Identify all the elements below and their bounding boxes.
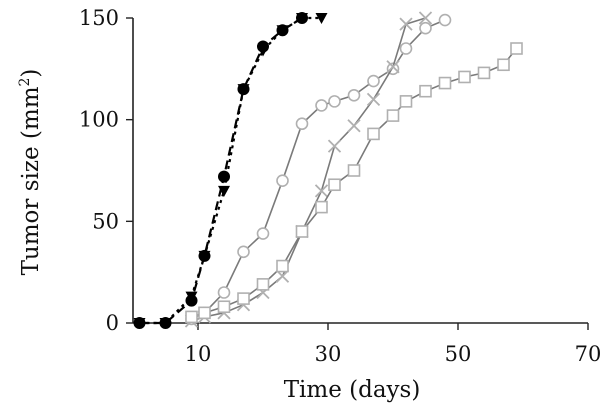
data-point xyxy=(458,70,471,84)
data-point xyxy=(315,99,328,112)
series-line xyxy=(191,19,446,320)
x-ticks: 10 30 50 70 xyxy=(185,323,600,366)
data-point xyxy=(418,11,433,25)
series-open-square xyxy=(185,42,523,324)
data-point xyxy=(256,227,270,240)
data-point xyxy=(399,17,413,31)
data-point xyxy=(237,245,250,259)
data-point xyxy=(477,66,491,80)
data-point xyxy=(367,127,380,141)
data-point xyxy=(367,74,380,88)
y-ticks: 0 50 100 150 xyxy=(79,6,133,335)
series-filled-triangle-down xyxy=(133,13,328,329)
data-point xyxy=(237,84,250,96)
data-point xyxy=(419,21,432,35)
data-point xyxy=(276,174,289,187)
y-axis-title-superscript: 2 xyxy=(17,78,33,87)
data-point xyxy=(347,164,361,177)
x-tick-label: 70 xyxy=(575,342,600,366)
series-line xyxy=(139,16,322,325)
data-point xyxy=(438,13,452,27)
data-point xyxy=(386,60,400,74)
data-point xyxy=(366,92,381,106)
data-point xyxy=(347,88,361,102)
data-point xyxy=(185,291,198,303)
series-line xyxy=(139,17,303,325)
data-point xyxy=(295,117,309,131)
data-point xyxy=(133,318,146,329)
data-point xyxy=(257,45,269,57)
data-point xyxy=(237,292,250,305)
data-point xyxy=(217,286,231,299)
data-point xyxy=(217,300,231,314)
data-point xyxy=(218,185,230,197)
y-axis-title: Tumor size (mm2) xyxy=(17,69,44,276)
series-cross xyxy=(184,11,433,328)
x-axis-title: Time (days) xyxy=(284,377,421,403)
data-point xyxy=(296,13,308,24)
x-tick-label: 10 xyxy=(185,342,212,366)
y-tick-label: 0 xyxy=(106,311,119,335)
data-point xyxy=(315,13,328,24)
series-filled-circle xyxy=(133,12,308,329)
data-point xyxy=(314,184,329,198)
data-point xyxy=(399,42,413,55)
data-point xyxy=(327,139,342,153)
data-point xyxy=(295,225,309,238)
data-point xyxy=(328,178,341,192)
data-point xyxy=(198,306,211,320)
data-point xyxy=(198,250,211,262)
data-point xyxy=(328,95,341,108)
data-point xyxy=(438,76,452,90)
data-point xyxy=(510,42,523,55)
data-point xyxy=(256,278,270,291)
axes xyxy=(132,18,588,324)
data-point xyxy=(185,310,198,324)
data-point xyxy=(399,95,413,108)
y-tick-label: 50 xyxy=(92,209,119,233)
data-point xyxy=(386,109,400,122)
y-axis-title-close: ) xyxy=(18,69,44,78)
data-point xyxy=(276,25,289,37)
data-point xyxy=(159,318,172,329)
data-point xyxy=(276,259,289,273)
x-tick-label: 30 xyxy=(315,342,342,366)
y-tick-label: 150 xyxy=(79,6,119,30)
data-point xyxy=(419,84,432,98)
data-point xyxy=(315,200,328,214)
y-axis-title-main: Tumor size (mm xyxy=(18,86,44,275)
series-open-circle xyxy=(185,13,452,326)
y-tick-label: 100 xyxy=(79,108,119,132)
data-point xyxy=(497,58,510,72)
data-point xyxy=(347,119,361,133)
x-tick-label: 50 xyxy=(445,342,472,366)
data-point xyxy=(218,170,230,183)
series-layer xyxy=(133,11,523,329)
